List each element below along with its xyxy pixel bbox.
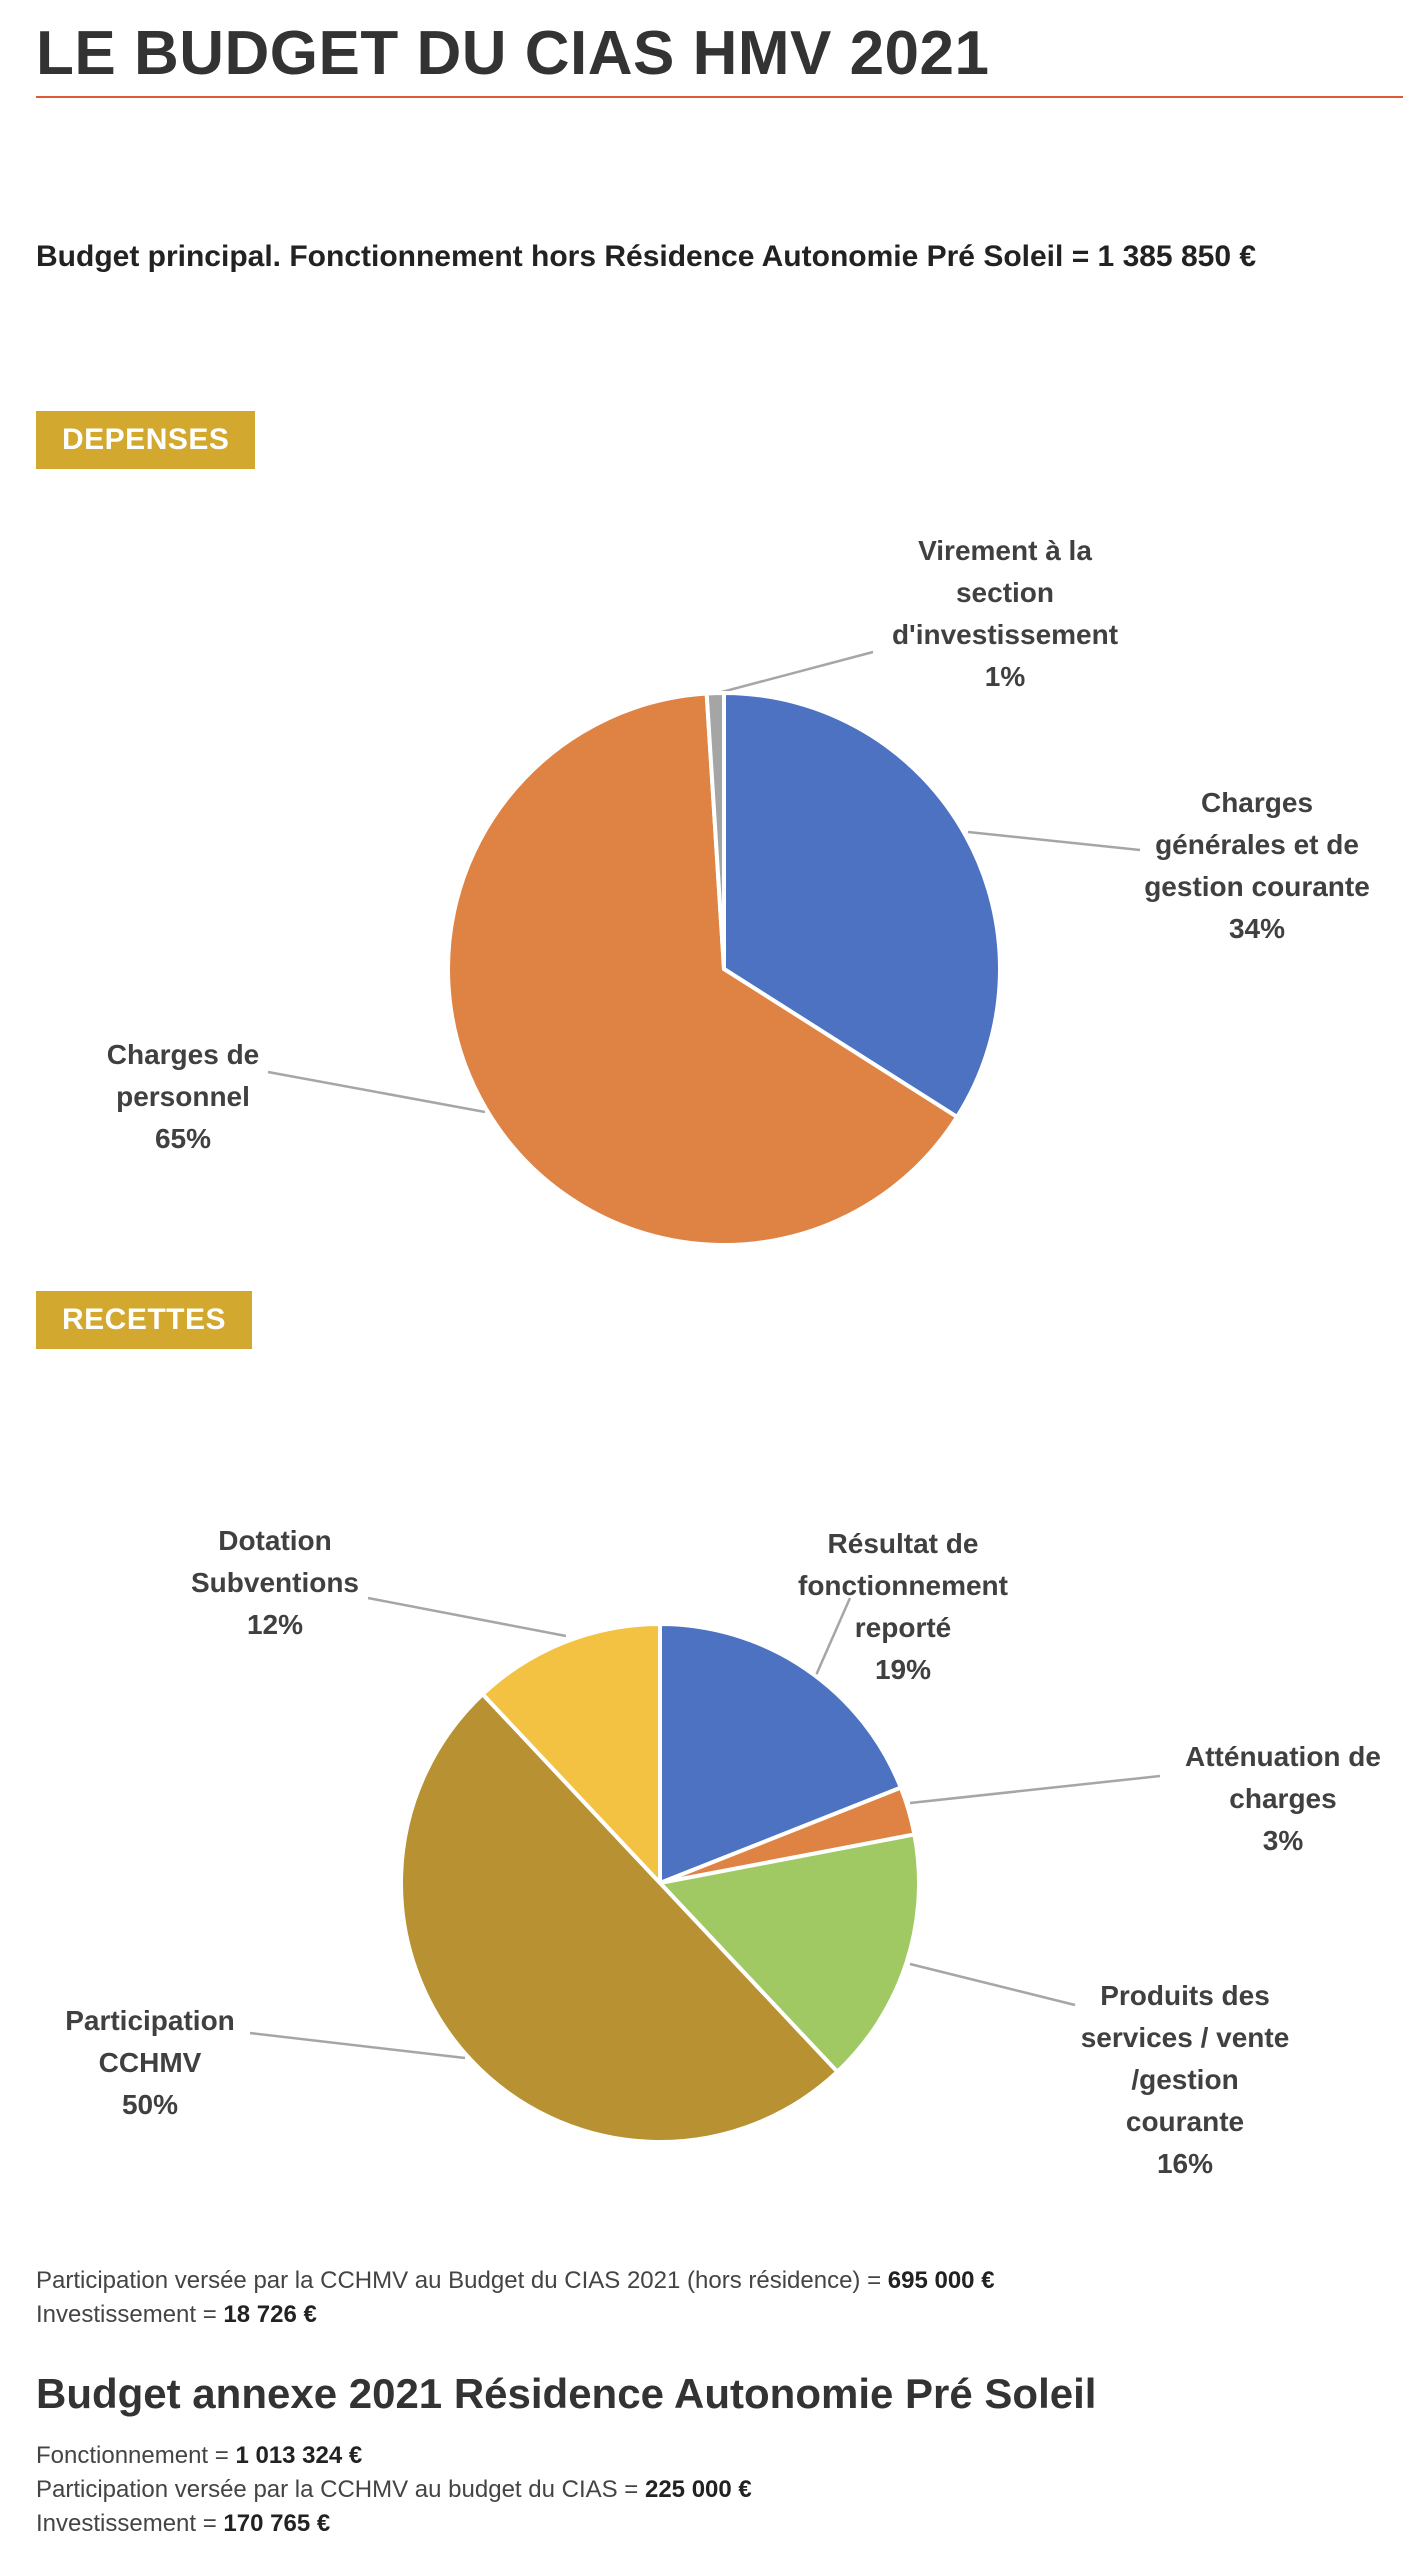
note-participation-label: Participation versée par la CCHMV au Bud… (36, 2267, 888, 2294)
recettes-badge: RECETTES (36, 1291, 253, 1349)
note-investissement: Investissement = 18 726 € (36, 2301, 317, 2329)
annex-fonctionnement-label: Fonctionnement = (36, 2442, 236, 2469)
recettes-leader-line-4 (367, 1596, 567, 1638)
recettes-slice-3 (399, 1692, 840, 2144)
annex-fonctionnement-value: 1 013 324 € (235, 2442, 363, 2469)
recettes-slice-label-1: Atténuation de charges 3% (1185, 1741, 1381, 1856)
annex-investissement-value: 170 765 € (223, 2510, 331, 2537)
recettes-slice-4 (480, 1622, 662, 1885)
title-divider (36, 96, 1403, 98)
depenses-slice-label-1: Charges de personnel 65% (107, 1039, 260, 1154)
recettes-leader-line-2 (909, 1962, 1076, 2007)
page-title: LE BUDGET DU CIAS HMV 2021 (36, 19, 990, 88)
recettes-slice-label-3: Participation CCHMV 50% (65, 2005, 235, 2120)
recettes-leader-line-1 (909, 1774, 1161, 1805)
depenses-leader-line-0 (967, 830, 1141, 852)
annex-participation-label: Participation versée par la CCHMV au bud… (36, 2476, 645, 2503)
recettes-slice-label-2: Produits des services / vente/gestion cour… (1081, 1980, 1290, 2179)
annex-title: Budget annexe 2021 Résidence Autonomie P… (36, 2370, 1097, 2417)
depenses-slice-2 (704, 691, 726, 971)
annex-fonctionnement: Fonctionnement = 1 013 324 € (36, 2442, 362, 2470)
annex-investissement: Investissement = 170 765 € (36, 2510, 330, 2538)
depenses-leader-line-1 (267, 1070, 486, 1114)
recettes-leader-line-3 (249, 2031, 466, 2060)
annex-participation-value: 225 000 € (644, 2476, 752, 2503)
recettes-slice-2 (658, 1832, 921, 2074)
depenses-badge: DEPENSES (36, 411, 256, 469)
note-participation-value: 695 000 € (887, 2267, 995, 2294)
recettes-slice-label-0: Résultat de fonctionnement reporté 19% (798, 1528, 1008, 1685)
annex-participation: Participation versée par la CCHMV au bud… (36, 2476, 752, 2504)
recettes-slice-0 (658, 1622, 903, 1885)
depenses-slice-label-0: Charges générales et de gestion courante 34… (1144, 787, 1370, 944)
depenses-slice-1 (446, 691, 960, 1247)
note-investissement-value: 18 726 € (223, 2301, 317, 2328)
recettes-slice-label-4: Dotation Subventions 12% (191, 1525, 359, 1640)
note-investissement-label: Investissement = (36, 2301, 224, 2328)
recettes-pie-chart: Résultat de fonctionnement reporté 19% Attén… (65, 1525, 1381, 2179)
annex-investissement-label: Investissement = (36, 2510, 224, 2537)
depenses-pie-chart: Charges générales et de gestion courante 34… (107, 535, 1370, 1247)
note-participation: Participation versée par la CCHMV au Bud… (36, 2267, 995, 2295)
depenses-slice-label-2: Virement à la section d'investissement 1% (892, 535, 1118, 692)
budget-subtitle: Budget principal. Fonctionnement hors Ré… (36, 240, 1257, 273)
depenses-leader-line-2 (717, 650, 874, 695)
